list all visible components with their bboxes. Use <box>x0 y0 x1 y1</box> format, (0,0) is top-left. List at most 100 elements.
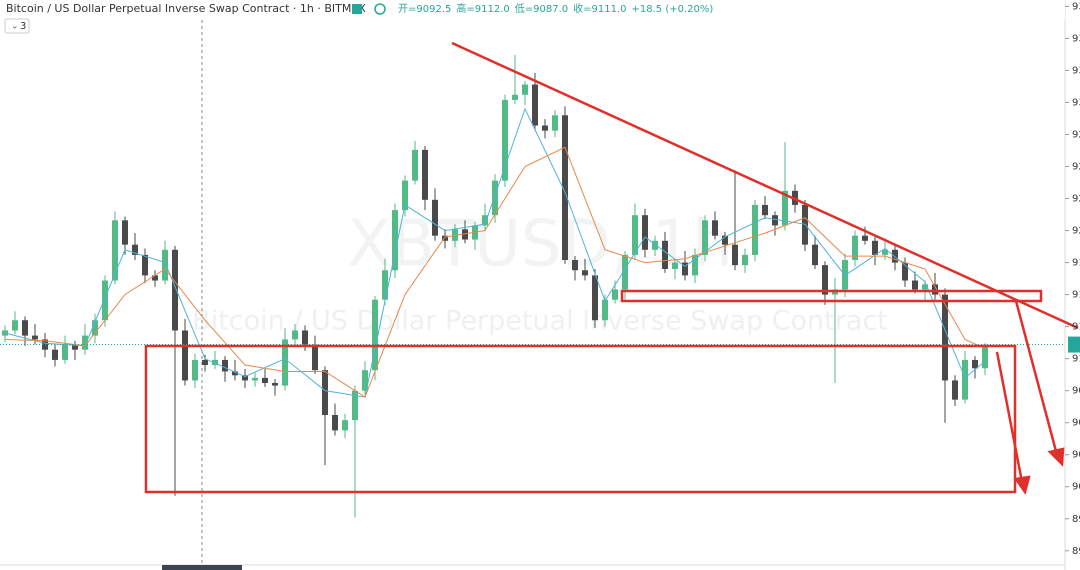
y-tick-label: 9250 <box>1072 162 1080 173</box>
y-tick-label: 9025 <box>1072 450 1080 461</box>
candle-body <box>52 349 58 360</box>
candle-body <box>982 344 988 369</box>
ohlc-value: 开=9092.5 <box>398 4 451 15</box>
candle-body <box>172 249 178 331</box>
y-tick-label: 9375 <box>1072 1 1080 12</box>
ohlc-value: 高=9112.0 <box>456 2 509 15</box>
indicator-toggle[interactable] <box>4 18 30 34</box>
candle-body <box>532 84 538 126</box>
candle-body <box>652 240 658 250</box>
candle-body <box>362 370 368 391</box>
candle-body <box>322 370 328 416</box>
candle-body <box>222 359 228 372</box>
status-icon <box>352 4 362 14</box>
candle-body <box>822 265 828 295</box>
candle-body <box>312 344 318 371</box>
candle-body <box>862 235 868 241</box>
candle-body <box>752 204 758 255</box>
candle-body <box>772 215 778 226</box>
candle-body <box>112 220 118 281</box>
support-box <box>620 289 1043 303</box>
candle-body <box>12 320 18 331</box>
drawings <box>144 41 1079 495</box>
candle-body <box>332 415 338 431</box>
candle-body <box>152 275 158 281</box>
y-tick-label: 9175 <box>1072 258 1080 269</box>
candle-body <box>852 235 858 261</box>
candle-body <box>732 244 738 266</box>
candle-body <box>32 335 38 340</box>
y-tick-label: 9325 <box>1072 65 1080 76</box>
candle-body <box>192 359 198 381</box>
y-tick-label: 8975 <box>1072 514 1080 525</box>
candle-body <box>282 339 288 386</box>
candle-body <box>912 280 918 290</box>
trend-line <box>451 41 1079 330</box>
header-bg <box>0 0 1065 19</box>
candle-body <box>812 244 818 266</box>
y-tick-label: 9225 <box>1072 194 1080 205</box>
candle-body <box>962 359 968 400</box>
moving-average <box>4 146 986 398</box>
candle-body <box>552 115 558 131</box>
candle-body <box>212 359 218 366</box>
candle-body <box>462 229 468 240</box>
y-tick-label: 9300 <box>1072 97 1080 108</box>
candle-body <box>242 375 248 381</box>
arrow-head <box>1013 475 1031 495</box>
candle-body <box>592 275 598 321</box>
candle-body <box>292 330 298 340</box>
candle-body <box>762 204 768 216</box>
candle-body <box>712 220 718 236</box>
arrow <box>995 351 1024 483</box>
candle-body <box>132 244 138 255</box>
candle-body <box>642 215 648 250</box>
candle-body <box>202 359 208 366</box>
candle-body <box>422 149 428 200</box>
candle-body <box>252 377 258 381</box>
candle-body <box>952 380 958 400</box>
indicator-toggle-icon: ⌄ <box>11 22 19 32</box>
range-box <box>144 344 1017 494</box>
arrow-head <box>1047 447 1065 467</box>
candle-body <box>682 262 688 276</box>
candle-body <box>902 262 908 281</box>
ohlc-value: +18.5 (+0.20%) <box>632 4 714 15</box>
ohlc-value: 收=9111.0 <box>573 2 626 15</box>
last-price-label <box>1068 336 1080 353</box>
candle-body <box>872 240 878 255</box>
candle-body <box>262 377 268 383</box>
candle-body <box>432 199 438 236</box>
candle-body <box>622 254 628 290</box>
moving-average <box>4 107 986 398</box>
candle-body <box>742 254 748 266</box>
candle-body <box>502 99 508 181</box>
candle-body <box>692 254 698 276</box>
candle-body <box>162 249 168 281</box>
y-tick-label: 9100 <box>1072 354 1080 365</box>
candle-body <box>232 371 238 376</box>
candle-body <box>932 284 938 295</box>
candle-body <box>602 299 608 321</box>
plot <box>0 55 1065 518</box>
candle-body <box>142 254 148 276</box>
candle-body <box>942 294 948 381</box>
eye-icon[interactable] <box>374 3 386 15</box>
indicator-count: 3 <box>20 21 26 32</box>
candle-body <box>352 390 358 421</box>
candle-body <box>722 235 728 245</box>
symbol-title: Bitcoin / US Dollar Perpetual Inverse Sw… <box>6 2 366 15</box>
candle-body <box>22 320 28 336</box>
candle-body <box>512 94 518 100</box>
candle-body <box>302 330 308 345</box>
candle-body <box>582 270 588 276</box>
y-tick-label: 9000 <box>1072 482 1080 493</box>
ohlc-value: 低=9087.0 <box>515 2 568 15</box>
candle-body <box>102 280 108 321</box>
candle-body <box>672 262 678 269</box>
ohlc-status: 开=9092.5 高=9112.0 低=9087.0 收=9111.0 +18.5 (+… <box>398 2 713 15</box>
candle-body <box>632 215 638 255</box>
y-tick-label: 9075 <box>1072 386 1080 397</box>
